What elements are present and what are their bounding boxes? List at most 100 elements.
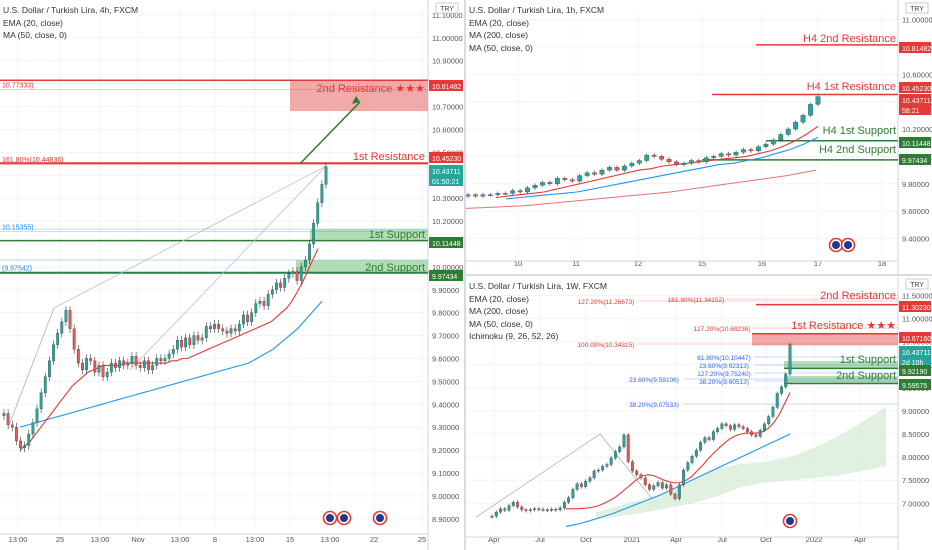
candle[interactable] (246, 314, 249, 322)
candle[interactable] (52, 344, 55, 361)
level-zone[interactable] (290, 80, 428, 112)
candle[interactable] (741, 149, 746, 153)
candle[interactable] (562, 178, 568, 180)
candle[interactable] (808, 104, 813, 116)
candle[interactable] (614, 167, 620, 171)
candle[interactable] (85, 358, 88, 371)
candle[interactable] (487, 194, 493, 196)
candle[interactable] (703, 157, 709, 163)
candle[interactable] (151, 365, 155, 371)
candle[interactable] (229, 328, 233, 334)
candle[interactable] (184, 337, 188, 348)
candle[interactable] (682, 469, 685, 485)
indicator-ma200-1h[interactable]: MA (200, close) (469, 30, 529, 40)
candle[interactable] (528, 509, 532, 511)
chart-canvas-1w[interactable]: 11.5000011.0000010.5000010.000009.500009… (466, 276, 932, 550)
candle[interactable] (192, 335, 196, 345)
candle[interactable] (758, 430, 762, 437)
candle[interactable] (601, 466, 605, 471)
indicator-ema20-1h[interactable]: EMA (20, close) (469, 17, 529, 28)
candle[interactable] (689, 160, 694, 164)
candle[interactable] (780, 386, 783, 394)
candle[interactable] (308, 243, 311, 261)
candle[interactable] (516, 502, 519, 508)
candle[interactable] (775, 393, 779, 408)
candle[interactable] (567, 497, 571, 503)
candle[interactable] (105, 372, 109, 377)
candle[interactable] (242, 314, 245, 325)
candle[interactable] (545, 509, 549, 511)
candle[interactable] (703, 437, 707, 443)
candle[interactable] (741, 426, 745, 429)
candle[interactable] (785, 128, 791, 135)
candle[interactable] (597, 469, 600, 472)
candle[interactable] (592, 470, 596, 479)
candle[interactable] (134, 356, 138, 366)
candle[interactable] (728, 425, 732, 430)
candle[interactable] (254, 303, 258, 313)
candle[interactable] (480, 194, 486, 197)
candle[interactable] (592, 172, 597, 175)
candle[interactable] (6, 413, 10, 426)
candle[interactable] (499, 508, 502, 513)
candle[interactable] (56, 333, 60, 345)
candle[interactable] (550, 509, 554, 511)
candle[interactable] (763, 143, 769, 147)
candle[interactable] (547, 182, 553, 184)
candle[interactable] (287, 273, 291, 279)
candle[interactable] (275, 282, 278, 290)
candle[interactable] (651, 154, 657, 157)
candle[interactable] (175, 340, 179, 350)
candle[interactable] (716, 428, 720, 432)
candle[interactable] (209, 326, 212, 329)
candle[interactable] (122, 360, 126, 366)
ma200-line[interactable] (466, 169, 817, 209)
candle[interactable] (524, 509, 528, 511)
candle[interactable] (109, 362, 113, 373)
chart-canvas-1h[interactable]: 11.0000010.8000010.6000010.4000010.20000… (466, 0, 932, 274)
candle[interactable] (605, 464, 609, 467)
candle[interactable] (778, 134, 784, 141)
candle[interactable] (163, 358, 167, 361)
candle[interactable] (724, 423, 728, 426)
candle[interactable] (10, 424, 14, 428)
candle[interactable] (295, 271, 299, 281)
candle[interactable] (659, 156, 665, 160)
candle[interactable] (502, 193, 508, 195)
level-zone[interactable] (784, 375, 898, 384)
candle[interactable] (217, 323, 221, 329)
candle[interactable] (562, 502, 566, 509)
candle[interactable] (609, 457, 613, 465)
candle[interactable] (533, 508, 536, 510)
candle[interactable] (748, 149, 754, 152)
candle[interactable] (507, 505, 511, 511)
candle[interactable] (636, 160, 642, 164)
candle[interactable] (118, 360, 121, 368)
candle[interactable] (788, 344, 792, 375)
candle[interactable] (643, 477, 647, 485)
candle[interactable] (558, 507, 562, 510)
candle[interactable] (690, 456, 694, 463)
candle[interactable] (577, 175, 583, 182)
trend-line[interactable] (53, 165, 327, 309)
candle[interactable] (631, 461, 634, 472)
chart-canvas-4h[interactable]: 11.1000011.0000010.9000010.8000010.70000… (0, 0, 464, 550)
candle[interactable] (76, 349, 80, 364)
candle[interactable] (262, 301, 266, 306)
candle[interactable] (490, 516, 494, 518)
candle[interactable] (815, 96, 821, 105)
candle[interactable] (588, 477, 592, 482)
candle[interactable] (213, 323, 216, 329)
candle[interactable] (466, 194, 471, 197)
candle[interactable] (718, 153, 724, 157)
candle[interactable] (233, 328, 237, 332)
trend-line[interactable] (129, 165, 327, 371)
candle[interactable] (699, 442, 703, 451)
candle[interactable] (626, 434, 630, 462)
candle[interactable] (707, 437, 711, 440)
panel-divider-horizontal[interactable] (466, 274, 932, 276)
candle[interactable] (266, 294, 270, 306)
candle[interactable] (473, 194, 478, 197)
candle[interactable] (27, 433, 31, 446)
candle[interactable] (614, 451, 617, 459)
